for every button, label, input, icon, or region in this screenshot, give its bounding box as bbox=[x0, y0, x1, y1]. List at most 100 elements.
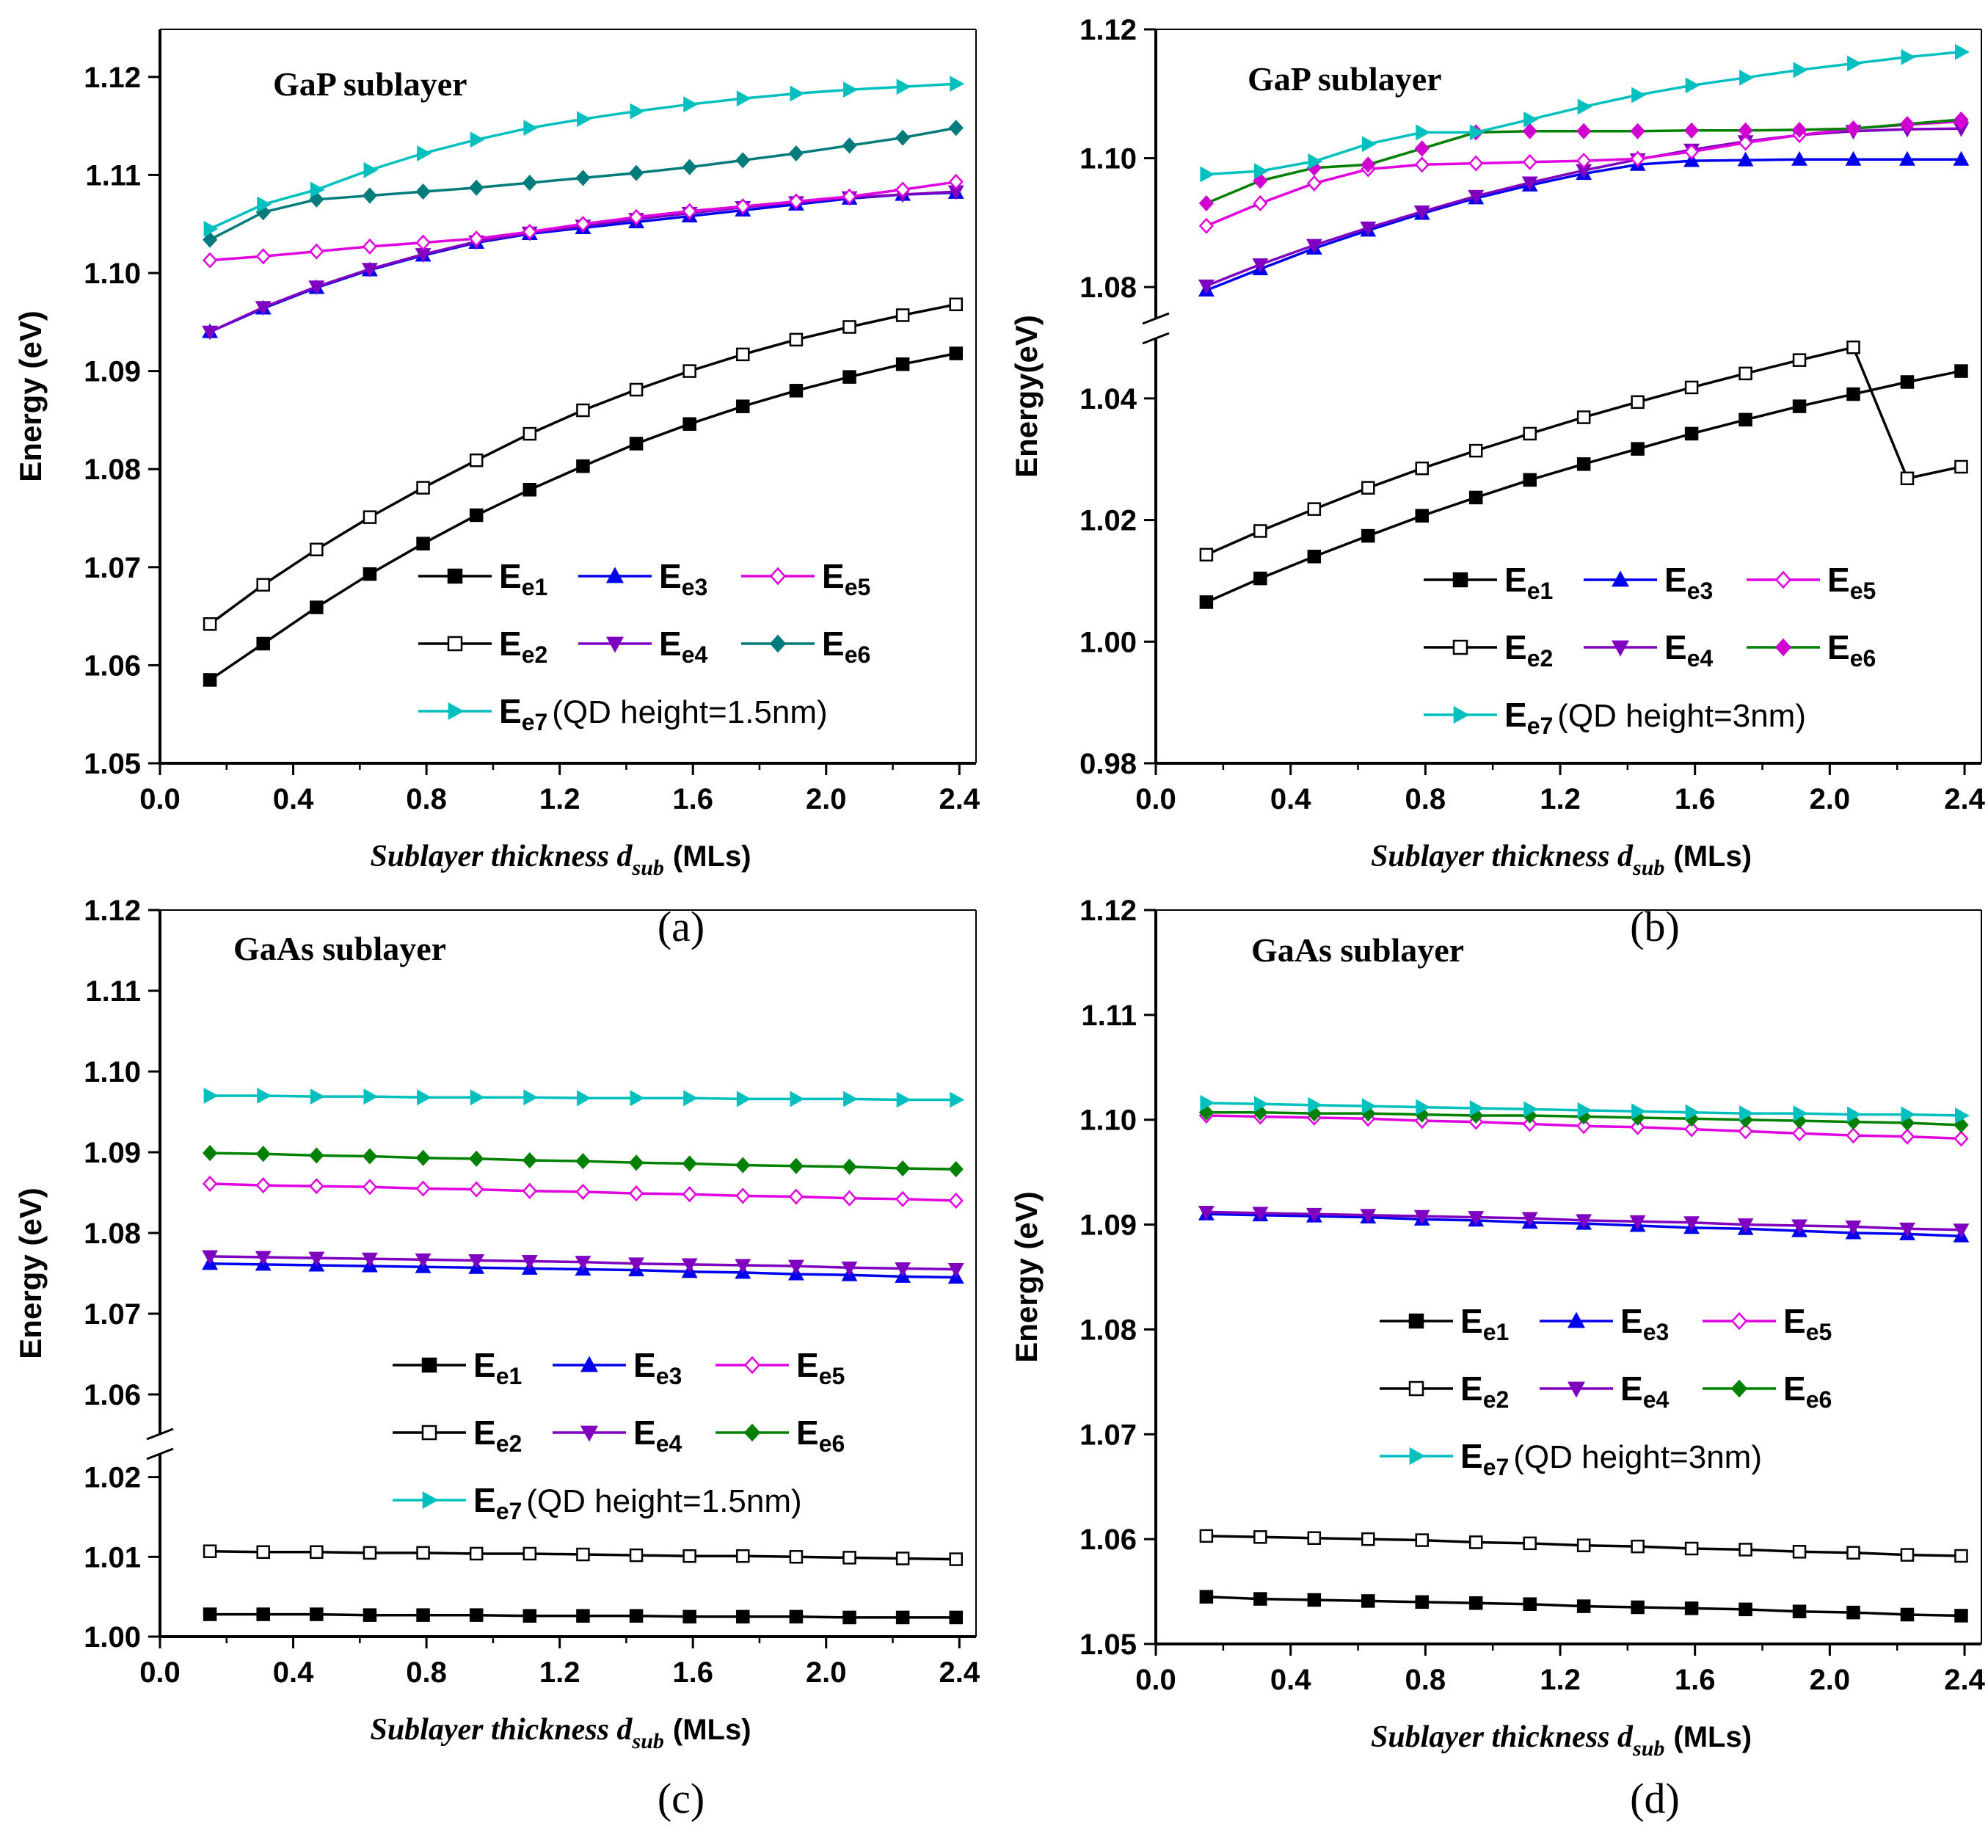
data-point bbox=[1361, 1594, 1375, 1608]
data-point bbox=[629, 382, 644, 397]
series-e-e1 bbox=[1199, 1590, 1968, 1623]
data-point bbox=[1521, 176, 1538, 192]
data-point bbox=[257, 196, 272, 213]
legend-marker bbox=[447, 568, 463, 584]
data-point bbox=[790, 85, 805, 102]
legend-suffix: (QD height=1.5nm) bbox=[552, 694, 827, 730]
data-point bbox=[1200, 1094, 1215, 1111]
y-tick-label: 1.10 bbox=[84, 1056, 141, 1088]
series-e-e7 bbox=[203, 1088, 965, 1108]
data-point bbox=[363, 567, 377, 581]
data-point bbox=[1900, 375, 1915, 389]
data-point bbox=[895, 1190, 911, 1207]
data-point bbox=[1631, 87, 1647, 103]
data-point bbox=[735, 198, 751, 215]
data-point bbox=[1576, 410, 1591, 424]
data-point bbox=[950, 76, 965, 92]
data-point bbox=[787, 1259, 804, 1275]
data-point bbox=[1899, 115, 1915, 133]
series-e-e1 bbox=[203, 346, 964, 687]
data-point bbox=[736, 1549, 750, 1563]
data-point bbox=[256, 578, 270, 592]
x-tick-label: 0.8 bbox=[406, 783, 447, 815]
data-point bbox=[895, 129, 911, 146]
data-point bbox=[576, 459, 590, 473]
x-tick-label: 1.2 bbox=[539, 783, 580, 815]
data-point bbox=[575, 1256, 591, 1270]
data-point bbox=[1415, 509, 1430, 523]
data-point bbox=[1199, 595, 1214, 609]
data-point bbox=[308, 1251, 325, 1267]
data-point bbox=[842, 320, 856, 334]
data-point bbox=[1845, 1220, 1862, 1235]
data-point bbox=[310, 600, 324, 614]
data-point bbox=[1469, 124, 1485, 141]
data-point bbox=[1200, 166, 1215, 183]
series-e-e2 bbox=[203, 297, 964, 631]
data-point bbox=[682, 203, 697, 219]
data-point bbox=[1685, 77, 1700, 94]
data-point bbox=[470, 1089, 485, 1106]
data-point bbox=[1685, 1104, 1700, 1121]
x-tick-label: 2.4 bbox=[1944, 783, 1985, 815]
x-axis-label-main: Sublayer thickness d bbox=[370, 1713, 633, 1747]
data-point bbox=[1468, 1596, 1483, 1610]
x-tick-label: 1.2 bbox=[1540, 1664, 1581, 1696]
data-point bbox=[1739, 69, 1754, 86]
series-line bbox=[1206, 346, 1962, 556]
data-point bbox=[1846, 1546, 1860, 1560]
legend-label: Ee1 bbox=[1460, 1302, 1509, 1345]
data-point bbox=[1737, 1218, 1754, 1233]
legend-marker bbox=[743, 1423, 761, 1442]
series-e-e5 bbox=[202, 1175, 964, 1209]
legend-label-sub: e5 bbox=[1806, 1319, 1832, 1345]
data-point bbox=[1198, 1104, 1214, 1121]
data-point bbox=[788, 193, 804, 210]
data-point bbox=[1793, 62, 1808, 79]
data-point bbox=[362, 238, 378, 255]
y-tick-label: 1.12 bbox=[84, 895, 141, 927]
data-point bbox=[1414, 156, 1430, 173]
data-point bbox=[1737, 151, 1754, 167]
data-point bbox=[202, 1145, 218, 1162]
legend-label-sub: e3 bbox=[1643, 1319, 1670, 1345]
data-point bbox=[363, 1088, 379, 1105]
data-point bbox=[1684, 122, 1700, 139]
data-point bbox=[895, 1610, 910, 1625]
data-point bbox=[1899, 1222, 1915, 1237]
data-point bbox=[1198, 1205, 1215, 1221]
legend-marker bbox=[1408, 1380, 1424, 1397]
legend-label-base: E bbox=[796, 1414, 819, 1452]
data-point bbox=[1630, 150, 1645, 167]
data-point bbox=[1523, 1597, 1537, 1611]
y-tick-label: 1.10 bbox=[1079, 1105, 1137, 1137]
legend-label-sub: e1 bbox=[1527, 578, 1554, 604]
data-point bbox=[415, 234, 431, 251]
data-point bbox=[362, 1179, 378, 1196]
data-point bbox=[628, 164, 644, 181]
data-point bbox=[1791, 1125, 1807, 1142]
data-point bbox=[895, 1262, 911, 1277]
series-e-e2 bbox=[1199, 341, 1968, 562]
data-point bbox=[1416, 1099, 1431, 1116]
data-point bbox=[843, 81, 858, 98]
series-e-e2 bbox=[203, 1544, 964, 1566]
data-point bbox=[1253, 1096, 1269, 1113]
x-tick-label: 0.0 bbox=[1135, 783, 1176, 815]
data-point bbox=[949, 1552, 964, 1566]
data-point bbox=[628, 1185, 644, 1202]
x-tick-label: 2.0 bbox=[1810, 783, 1851, 815]
axis-break-mark bbox=[1142, 332, 1170, 345]
data-point bbox=[1576, 1118, 1592, 1135]
data-point bbox=[1576, 123, 1592, 139]
legend-label-base: E bbox=[1504, 561, 1527, 599]
data-point bbox=[203, 617, 217, 631]
x-tick-label: 1.2 bbox=[539, 1656, 580, 1689]
data-point bbox=[1792, 399, 1807, 413]
data-point bbox=[1792, 1545, 1807, 1559]
data-point bbox=[1738, 1602, 1752, 1617]
legend-label: Ee7 (QD height=1.5nm) bbox=[499, 692, 828, 735]
data-point bbox=[522, 1182, 537, 1199]
x-axis-label: Sublayer thickness dsub (MLs) bbox=[370, 840, 751, 880]
